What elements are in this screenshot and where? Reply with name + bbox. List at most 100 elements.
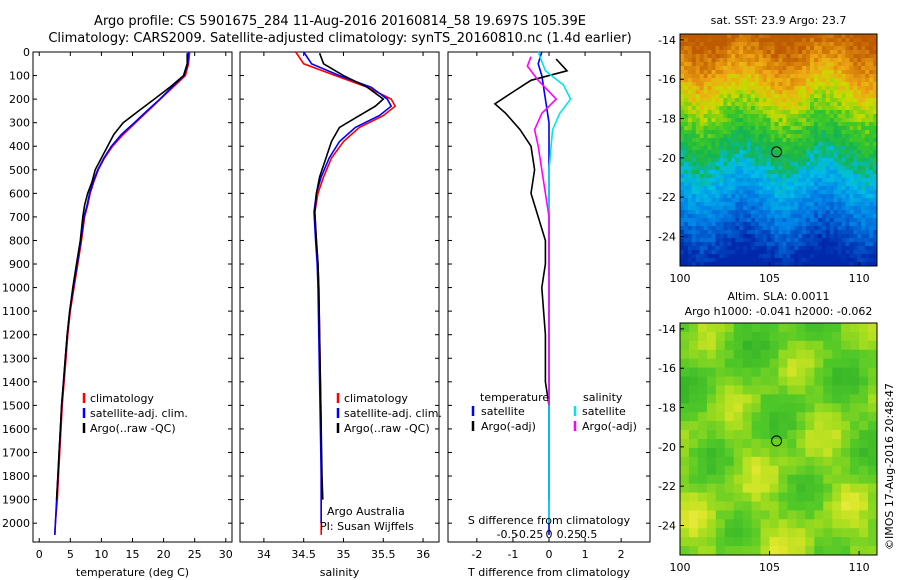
map-cell [739,178,744,183]
map-cell [715,158,720,163]
map-cell [746,246,752,251]
map-cell [869,198,874,203]
map-cell [695,126,701,131]
map-cell [869,34,874,39]
map-cell [817,182,823,187]
map-cell [810,114,815,119]
map-cell [723,66,728,71]
map-cell [770,150,775,155]
map-cell [869,46,874,51]
map-cell [715,138,720,143]
map-cell [688,376,699,386]
map-cell [833,162,838,167]
map-cell [794,106,799,111]
map-cell [861,114,866,119]
map-cell [739,54,744,59]
map-cell [724,483,735,493]
map-cell [751,519,761,529]
map-cell [802,210,807,215]
map-cell [853,166,858,171]
map-cell [695,238,701,243]
map-cell [680,142,685,147]
map-cell [746,130,752,135]
map-cell [821,242,827,247]
map-cell [853,154,858,159]
map-cell [790,146,795,151]
map-cell [861,86,866,91]
map-cell [787,492,797,502]
map-cell [762,146,768,151]
map-cell [782,70,787,75]
map-cell [733,474,744,485]
map-cell [724,403,735,413]
map-cell [823,323,833,333]
map-cell [829,102,835,107]
map-cell [853,78,858,83]
legend-entry: satellite [481,405,525,418]
legend-title: salinity [583,391,623,404]
map-cell [731,142,736,147]
map-cell [735,246,740,251]
map-cell [810,86,815,91]
map-cell [832,474,842,485]
map-cell [823,385,833,395]
map-cell [861,254,866,259]
map-cell [711,186,716,191]
map-cell [869,166,874,171]
map-cell [794,258,799,263]
map-cell [706,492,717,502]
map-cell [688,501,699,511]
map-cell [837,178,842,183]
map-cell [746,118,752,123]
map-cell [778,250,783,255]
map-cell [869,254,874,259]
map-cell [869,142,874,147]
map-cell [802,234,807,239]
map-cell [798,202,803,207]
map-cell [687,154,693,159]
map-cell [683,54,689,59]
map-cell [778,412,788,422]
map-cell [719,206,724,211]
map-cell [841,118,846,123]
map-cell [762,38,768,43]
map-cell [731,46,736,51]
map-cell [699,118,705,123]
map-cell [715,340,726,351]
map-cell [869,70,874,75]
map-cell [746,154,752,159]
map-cell [813,142,819,147]
map-cell [850,483,860,493]
map-cell [731,230,736,235]
map-cell [853,250,858,255]
map-cell [687,254,693,259]
map-cell [774,162,779,167]
map-cell [683,38,689,43]
map-cell [711,78,716,83]
map-cell [825,154,831,159]
map-cell [796,385,806,395]
map-cell [711,142,716,147]
map-cell [711,66,716,71]
map-cell [832,483,842,493]
map-cell [805,447,815,458]
map-cell [841,210,846,215]
map-cell [786,194,791,199]
map-cell [688,439,699,449]
map-cell [841,456,851,467]
map-cell [814,546,824,556]
map-cell [853,66,858,71]
map-cell [796,358,806,369]
map-cell [850,385,860,395]
map-cell [687,90,693,95]
map-cell [723,86,728,91]
map-cell [754,78,760,83]
map-cell [861,62,866,67]
map-cell [735,138,740,143]
map-cell [794,58,799,63]
map-cell [760,323,770,333]
map-frame [679,33,878,267]
map-cell [798,254,803,259]
map-cell [837,114,842,119]
map-cell [687,230,693,235]
